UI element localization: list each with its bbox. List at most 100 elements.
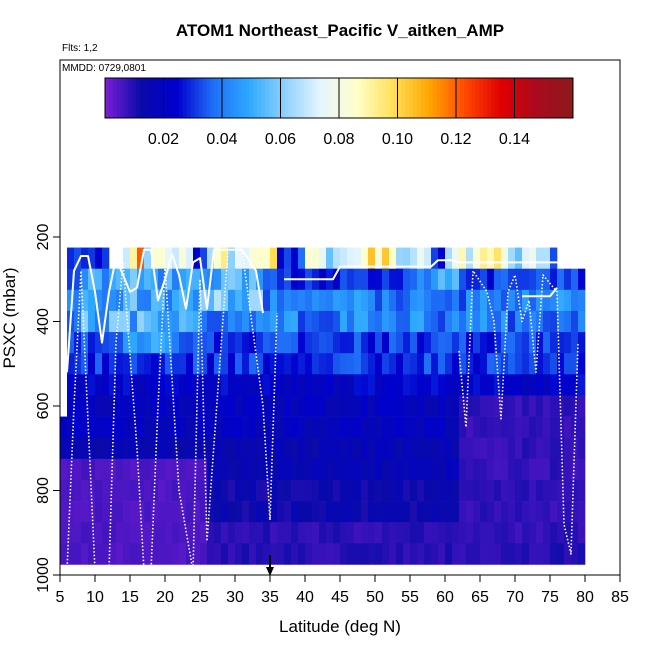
heatmap-cell bbox=[235, 479, 243, 502]
colorbar-segment bbox=[346, 78, 352, 118]
colorbar-tick-label: 0.04 bbox=[206, 131, 237, 148]
heatmap-cell bbox=[578, 310, 586, 333]
heatmap-cell bbox=[557, 479, 565, 502]
heatmap-cell bbox=[347, 332, 355, 354]
heatmap-cell bbox=[130, 522, 138, 544]
heatmap-cell bbox=[277, 395, 285, 417]
heatmap-cell bbox=[501, 522, 509, 544]
heatmap-cell bbox=[396, 247, 404, 269]
heatmap-cell bbox=[291, 543, 299, 565]
heatmap-cell bbox=[74, 416, 82, 438]
heatmap-cell bbox=[417, 374, 425, 396]
heatmap-cell bbox=[431, 332, 439, 354]
heatmap-cell bbox=[242, 522, 250, 544]
heatmap-cell bbox=[319, 437, 327, 460]
heatmap-cell bbox=[242, 458, 250, 481]
heatmap-cell bbox=[284, 522, 292, 544]
heatmap-cell bbox=[172, 310, 180, 333]
heatmap-cell bbox=[242, 247, 250, 269]
heatmap-cell bbox=[284, 310, 292, 333]
heatmap-cell bbox=[494, 395, 502, 417]
colorbar-segment bbox=[389, 78, 394, 118]
heatmap-cell bbox=[81, 353, 89, 375]
heatmap-cell bbox=[172, 268, 180, 291]
heatmap-cell bbox=[81, 289, 89, 312]
heatmap-cell bbox=[298, 458, 306, 481]
heatmap-cell bbox=[256, 310, 264, 333]
colorbar-segment bbox=[436, 78, 441, 118]
heatmap-cell bbox=[480, 437, 488, 460]
heatmap-cell bbox=[221, 501, 229, 523]
y-tick-label: 1000 bbox=[35, 557, 52, 593]
heatmap-cell bbox=[298, 543, 306, 565]
x-tick-label: 85 bbox=[611, 589, 629, 606]
heatmap-cell bbox=[403, 353, 411, 375]
heatmap-cell bbox=[396, 458, 404, 481]
heatmap-cell bbox=[515, 522, 523, 544]
heatmap-cell bbox=[88, 310, 96, 333]
heatmap-cell bbox=[130, 479, 138, 502]
heatmap-cell bbox=[438, 416, 446, 438]
heatmap-cell bbox=[508, 437, 516, 460]
heatmap-cell bbox=[200, 479, 208, 502]
heatmap-cell bbox=[95, 247, 103, 269]
heatmap-cell bbox=[263, 332, 271, 354]
heatmap-cell bbox=[319, 416, 327, 438]
heatmap-cell bbox=[536, 310, 544, 333]
heatmap-cell bbox=[473, 416, 481, 438]
heatmap-cell bbox=[438, 247, 446, 269]
colorbar-segment bbox=[245, 78, 250, 118]
heatmap-cell bbox=[571, 501, 579, 523]
heatmap-cell bbox=[284, 543, 292, 565]
heatmap-cell bbox=[487, 543, 495, 565]
heatmap-cell bbox=[221, 395, 229, 417]
heatmap-cell bbox=[396, 374, 404, 396]
heatmap-cell bbox=[326, 458, 334, 481]
heatmap-cell bbox=[165, 268, 173, 291]
heatmap-cell bbox=[382, 416, 390, 438]
heatmap-cell bbox=[158, 268, 166, 291]
latitude-marker-arrow bbox=[266, 555, 274, 576]
colorbar-segment bbox=[331, 78, 336, 118]
heatmap-cell bbox=[410, 522, 418, 544]
heatmap-cell bbox=[571, 458, 579, 481]
heatmap-cell bbox=[123, 458, 131, 481]
flight-track-dotted bbox=[458, 269, 579, 555]
heatmap-cell bbox=[347, 501, 355, 523]
heatmap-cell bbox=[256, 543, 264, 565]
heatmap-cell bbox=[543, 268, 551, 291]
heatmap-cell bbox=[193, 543, 201, 565]
heatmap-cell bbox=[207, 437, 215, 460]
heatmap-cell bbox=[158, 374, 166, 396]
heatmap-cell bbox=[60, 501, 68, 523]
heatmap-cell bbox=[452, 332, 460, 354]
heatmap-cell bbox=[431, 416, 439, 438]
heatmap-cell bbox=[242, 416, 250, 438]
heatmap-cell bbox=[564, 395, 572, 417]
heatmap-cell bbox=[382, 247, 390, 269]
heatmap-cell bbox=[494, 268, 502, 291]
heatmap-cell bbox=[550, 543, 558, 565]
heatmap-cell bbox=[130, 310, 138, 333]
heatmap-cell bbox=[480, 289, 488, 312]
heatmap-cell bbox=[494, 310, 502, 333]
heatmap-cell bbox=[375, 416, 383, 438]
colorbar-segment bbox=[190, 78, 196, 118]
heatmap-cell bbox=[144, 247, 152, 269]
heatmap-cell bbox=[431, 289, 439, 312]
heatmap-cell bbox=[123, 247, 131, 269]
heatmap-cell bbox=[151, 543, 159, 565]
heatmap-cell bbox=[536, 416, 544, 438]
heatmap-cell bbox=[228, 437, 236, 460]
heatmap-cell bbox=[431, 247, 439, 269]
heatmap-cell bbox=[452, 310, 460, 333]
heatmap-cell bbox=[452, 501, 460, 523]
heatmap-cell bbox=[179, 310, 187, 333]
heatmap-cell bbox=[67, 247, 75, 269]
heatmap-cell bbox=[144, 501, 152, 523]
heatmap-cell bbox=[319, 522, 327, 544]
heatmap-cell bbox=[529, 310, 537, 333]
x-tick-label: 15 bbox=[121, 589, 139, 606]
heatmap-cell bbox=[361, 522, 369, 544]
heatmap-cell bbox=[522, 374, 530, 396]
